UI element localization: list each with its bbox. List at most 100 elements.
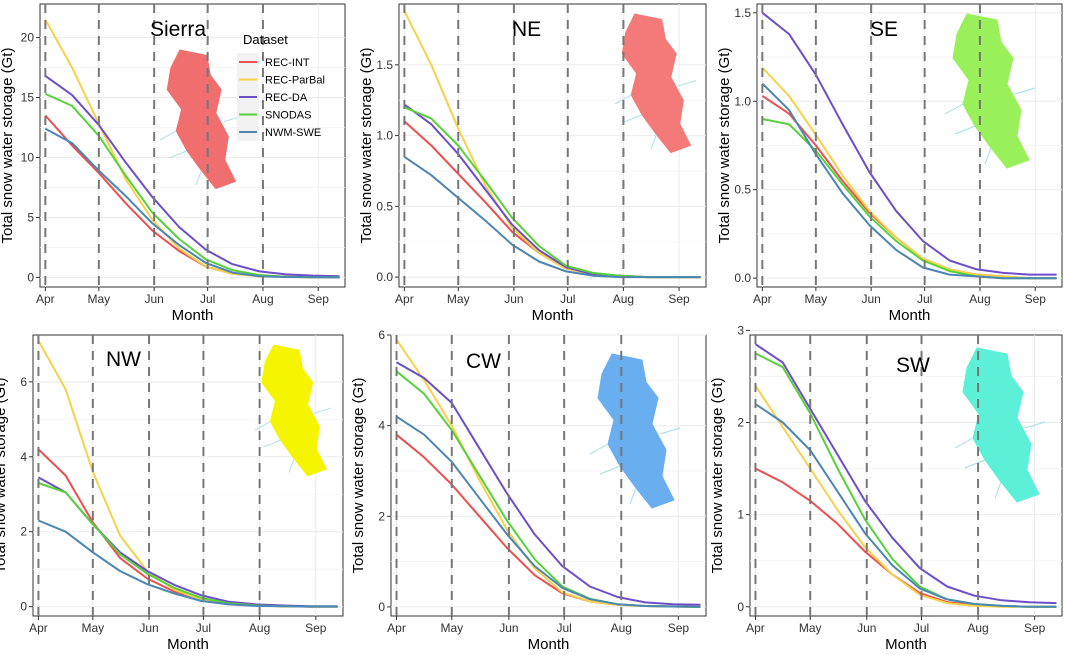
y-tick-label: 1 xyxy=(737,508,744,522)
x-tick-label: Jun xyxy=(144,292,163,306)
legend-label: REC-INT xyxy=(265,57,310,69)
y-tick-label: 0 xyxy=(20,600,27,614)
x-axis-title: Month xyxy=(889,307,931,324)
region-map xyxy=(954,347,1046,503)
panel-title: Sierra xyxy=(150,18,206,41)
region-map-streams xyxy=(944,87,1036,165)
x-tick-label: Apr xyxy=(36,292,55,306)
x-tick-label: Jun xyxy=(504,292,523,306)
series-line-rec-da xyxy=(44,75,340,278)
x-tick-label: Sep xyxy=(668,292,690,306)
y-axis-title: Total snow water storage (Gt) xyxy=(716,48,733,244)
panel-sw: 0 1 2 3 Apr May Jun Jul Aug Sep Month Total snow wa… xyxy=(709,323,1063,653)
x-tick-label: May xyxy=(440,621,463,635)
region-map-shape xyxy=(621,13,692,154)
panel-title: NW xyxy=(106,348,141,371)
region-map-streams xyxy=(589,427,681,505)
panel-sierra: 0 5 10 15 20 Apr May Jun Jul Aug Sep Month Total sno… xyxy=(0,3,346,324)
y-tick-label: 2 xyxy=(378,509,385,523)
legend-label: SNODAS xyxy=(265,110,311,122)
x-tick-label: Jul xyxy=(917,292,932,306)
region-map-streams xyxy=(254,407,332,473)
x-tick-label: Sep xyxy=(1025,292,1047,306)
y-tick-label: 1.0 xyxy=(376,129,393,143)
x-axis-title: Month xyxy=(885,636,927,653)
x-tick-label: Sep xyxy=(305,621,327,635)
series-line-nwm-swe xyxy=(44,127,340,279)
y-tick-label: 0.5 xyxy=(376,199,393,213)
region-map-shape xyxy=(597,353,675,509)
series-line-rec-da xyxy=(396,361,701,606)
series-line-nwm-swe xyxy=(754,403,1057,608)
x-axis-title: Month xyxy=(528,636,570,653)
legend-label: REC-DA xyxy=(265,92,308,104)
y-axis-title: Total snow water storage (Gt) xyxy=(0,378,9,574)
series-line-rec-da xyxy=(754,343,1057,605)
x-tick-label: Sep xyxy=(668,621,690,635)
series-line-rec-parbal xyxy=(761,67,1057,280)
panel-ne: 0.0 0.5 1.0 1.5 Apr May Jun Jul Aug Sep Month Total… xyxy=(358,3,707,324)
x-tick-label: Jun xyxy=(857,621,876,635)
x-axis-title: Month xyxy=(167,636,209,653)
y-axis-title: Total snow water storage (Gt) xyxy=(0,48,16,244)
region-map xyxy=(614,13,697,154)
y-tick-label: 6 xyxy=(378,328,385,342)
x-tick-label: Apr xyxy=(746,621,765,635)
x-tick-label: Apr xyxy=(29,621,48,635)
region-map-streams xyxy=(159,116,242,186)
x-axis-title: Month xyxy=(532,307,574,324)
series-line-nwm-swe xyxy=(761,82,1057,280)
series-line-nwm-swe xyxy=(395,415,701,608)
x-tick-label: May xyxy=(81,621,104,635)
y-tick-label: 10 xyxy=(21,150,35,164)
panel-title: CW xyxy=(466,350,501,373)
legend-title: Dataset xyxy=(243,32,288,47)
legend: Dataset REC-INT REC-ParBal REC-DA SNODAS NWM-… xyxy=(237,32,325,141)
y-tick-label: 3 xyxy=(737,323,744,337)
panel-title: SE xyxy=(870,18,898,41)
region-map-streams xyxy=(614,80,697,150)
region-map xyxy=(589,353,681,509)
region-map xyxy=(159,49,242,190)
x-tick-label: Sep xyxy=(308,292,330,306)
x-tick-label: Aug xyxy=(252,292,273,306)
y-tick-label: 2 xyxy=(737,416,744,430)
gridlines xyxy=(391,334,706,616)
x-tick-label: May xyxy=(799,621,822,635)
region-map-shape xyxy=(952,13,1030,169)
y-axis-title: Total snow water storage (Gt) xyxy=(358,48,375,244)
region-map xyxy=(944,13,1036,169)
y-axis-title: Total snow water storage (Gt) xyxy=(350,378,367,574)
y-tick-label: 0 xyxy=(27,270,34,284)
y-tick-label: 1.5 xyxy=(376,58,393,72)
x-tick-label: Jul xyxy=(560,292,575,306)
x-tick-label: Apr xyxy=(753,292,772,306)
y-tick-label: 0.0 xyxy=(376,270,393,284)
y-tick-label: 1.5 xyxy=(734,6,751,20)
x-tick-label: Jul xyxy=(914,621,929,635)
panel-title: NE xyxy=(512,18,541,41)
x-axis-title: Month xyxy=(172,307,214,324)
panel-cw: 0 2 4 6 Apr May Jun Jul Aug Sep Month Total snow wa… xyxy=(350,328,707,653)
y-tick-label: 0.5 xyxy=(734,183,751,197)
panel-nw: 0 2 4 6 Apr May Jun Jul Aug Sep Month Total snow wa… xyxy=(0,334,344,653)
x-tick-label: Jul xyxy=(200,292,215,306)
panel-se: 0.0 0.5 1.0 1.5 Apr May Jun Jul Aug Sep Month Total… xyxy=(716,3,1063,324)
region-map-shape xyxy=(261,344,327,477)
x-tick-label: Apr xyxy=(395,292,414,306)
y-tick-label: 4 xyxy=(20,450,27,464)
region-map-shape xyxy=(166,49,237,190)
x-tick-label: Aug xyxy=(249,621,270,635)
y-tick-label: 0 xyxy=(737,600,744,614)
y-tick-label: 15 xyxy=(21,91,35,105)
x-tick-label: Jul xyxy=(196,621,211,635)
x-tick-label: Apr xyxy=(387,621,406,635)
region-map-shape xyxy=(962,347,1040,503)
y-tick-label: 6 xyxy=(20,375,27,389)
x-tick-label: Jun xyxy=(861,292,880,306)
y-tick-label: 20 xyxy=(21,31,35,45)
series-line-rec-da xyxy=(761,12,1057,276)
x-tick-label: May xyxy=(447,292,470,306)
y-tick-label: 2 xyxy=(20,525,27,539)
y-tick-label: 1.0 xyxy=(734,94,751,108)
